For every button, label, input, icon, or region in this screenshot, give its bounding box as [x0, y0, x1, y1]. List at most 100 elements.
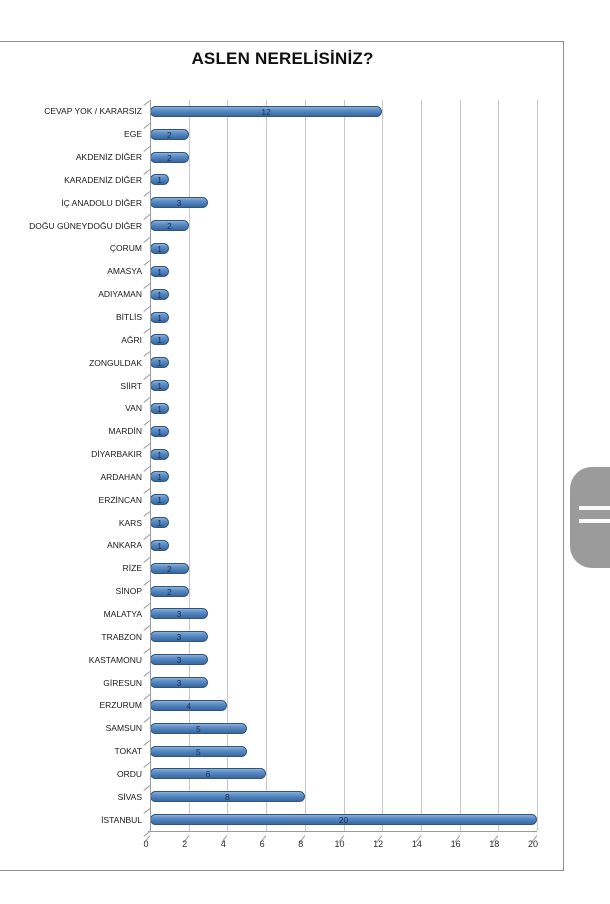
- x-axis-tick-labels: 0 2 4 6 8 10 12 14 16 18 20: [143, 839, 538, 853]
- category-label: GİRESUN: [103, 677, 142, 688]
- bar: 1: [150, 334, 170, 346]
- bar: 20: [150, 814, 537, 826]
- bar-value-label: 1: [157, 243, 163, 254]
- category-label: MALATYA: [103, 608, 142, 619]
- bar: 2: [150, 220, 189, 232]
- bar: 6: [150, 768, 267, 780]
- x-axis-tick-label: 16: [450, 839, 461, 849]
- bar-row: 1: [150, 283, 537, 306]
- x-axis-tick-label: 0: [143, 839, 149, 849]
- bar-row: 3: [150, 671, 537, 694]
- bar: 3: [150, 608, 209, 620]
- plot-area: 12 2 2 1 3 2 1 1 1 1 1 1 1 1 1 1 1 1 1 1 2 2 3 3 3 3 4 5 5 6 8 20: [143, 100, 538, 843]
- bar-row: 1: [150, 306, 537, 329]
- bar-value-label: 3: [176, 655, 182, 666]
- category-label: ERZURUM: [99, 700, 143, 711]
- bar: 1: [150, 265, 170, 277]
- bar: 5: [150, 722, 247, 734]
- category-label: ARDAHAN: [100, 471, 142, 482]
- category-label: SAMSUN: [105, 723, 142, 734]
- bar-value-label: 1: [157, 403, 163, 414]
- x-axis-line: [148, 831, 537, 832]
- category-label: EGE: [124, 129, 142, 140]
- grip-lines-icon: [579, 519, 610, 523]
- bar-row: 1: [150, 420, 537, 443]
- category-label: BİTLİS: [116, 312, 142, 323]
- bar: 4: [150, 699, 228, 711]
- bar: 1: [150, 471, 170, 483]
- bar-row: 2: [150, 214, 537, 237]
- bar-row: 1: [150, 237, 537, 260]
- bar: 2: [150, 562, 189, 574]
- scroll-handle[interactable]: [570, 467, 610, 568]
- bar: 1: [150, 539, 170, 551]
- category-label: RİZE: [122, 563, 142, 574]
- gridline: [420, 100, 422, 831]
- category-label: CEVAP YOK / KARARSIZ: [44, 106, 142, 117]
- bar-value-label: 4: [186, 700, 192, 711]
- bar: 2: [150, 128, 189, 140]
- bar: 2: [150, 585, 189, 597]
- bar: 1: [150, 311, 170, 323]
- x-axis-tick-label: 10: [334, 839, 345, 849]
- category-label: TRABZON: [101, 631, 142, 642]
- category-label: KARADENİZ DİĞER: [64, 174, 142, 185]
- bar: 5: [150, 745, 247, 757]
- category-label: ZONGULDAK: [89, 357, 142, 368]
- bar-row: 2: [150, 146, 537, 169]
- bar-value-label: 1: [157, 289, 163, 300]
- bar-value-label: 1: [157, 540, 163, 551]
- bar: 1: [150, 242, 170, 254]
- category-label: ORDU: [116, 768, 142, 779]
- bar: 8: [150, 791, 305, 803]
- bar-value-label: 1: [157, 518, 163, 529]
- gridline: [188, 100, 190, 831]
- bar-row: 1: [150, 351, 537, 374]
- bar-value-label: 20: [338, 815, 349, 826]
- x-axis-tick-label: 2: [182, 839, 188, 849]
- x-axis-tick-label: 14: [411, 839, 422, 849]
- bar-row: 20: [150, 808, 537, 831]
- bar-rows: 12 2 2 1 3 2 1 1 1 1 1 1 1 1 1 1 1 1 1 1 2 2 3 3 3 3 4 5 5 6 8 20: [150, 100, 537, 831]
- category-label: DOĞU GÜNEYDOĞU DİĞER: [29, 220, 142, 231]
- chart-frame: [0, 41, 564, 871]
- bar-row: 1: [150, 466, 537, 489]
- bar-value-label: 12: [261, 106, 271, 117]
- gridline: [304, 100, 306, 831]
- gridline: [343, 100, 345, 831]
- bar-value-label: 8: [225, 792, 230, 803]
- category-label: KARS: [118, 517, 142, 528]
- bar-value-label: 3: [176, 198, 182, 209]
- bar-value-label: 1: [157, 449, 163, 460]
- bar-value-label: 1: [157, 175, 163, 186]
- bar-value-label: 1: [157, 495, 163, 506]
- bar-row: 1: [150, 169, 537, 192]
- bar: 1: [150, 174, 170, 186]
- category-label: TOKAT: [114, 746, 142, 757]
- bar: 3: [150, 631, 209, 643]
- bar-value-label: 5: [196, 723, 201, 734]
- bar: 3: [150, 654, 209, 666]
- bar-row: 1: [150, 443, 537, 466]
- y-axis-line: [150, 100, 151, 831]
- x-axis-tick-label: 12: [373, 839, 384, 849]
- bar-row: 4: [150, 694, 537, 717]
- bar-row: 2: [150, 580, 537, 603]
- bar-row: 3: [150, 625, 537, 648]
- gridline: [382, 100, 384, 831]
- bar-row: 1: [150, 260, 537, 283]
- bar-row: 5: [150, 717, 537, 740]
- gridline: [537, 100, 538, 831]
- bar: 1: [150, 380, 170, 392]
- x-axis-tick-label: 20: [527, 839, 538, 849]
- bar-value-label: 6: [205, 769, 211, 780]
- x-axis-tick-label: 4: [220, 839, 226, 849]
- bar-row: 3: [150, 603, 537, 626]
- x-axis-tick-label: 8: [298, 839, 304, 849]
- category-label: AMASYA: [107, 266, 142, 277]
- category-label: İÇ ANADOLU DİĞER: [61, 197, 142, 208]
- gridline: [227, 100, 229, 831]
- category-label: SİİRT: [120, 380, 142, 391]
- bar: 1: [150, 425, 170, 437]
